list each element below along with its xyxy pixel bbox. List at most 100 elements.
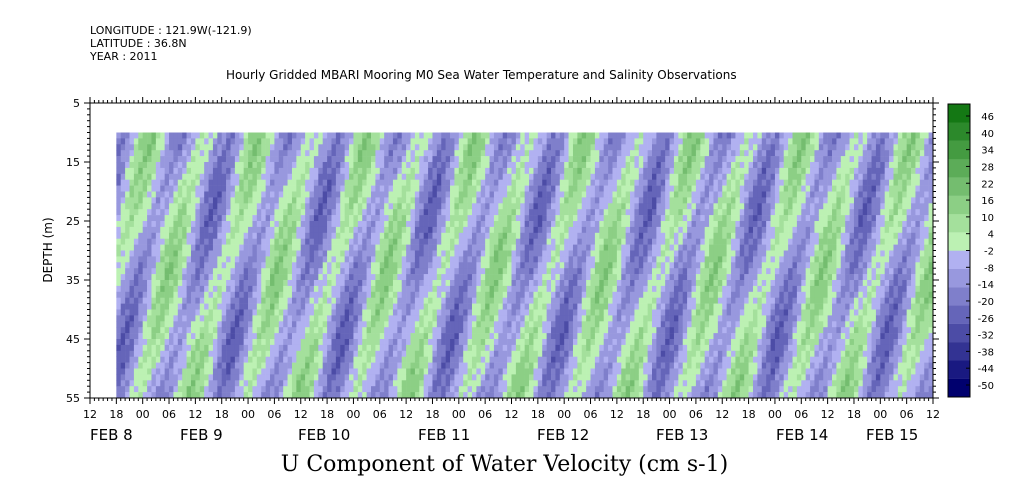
heatmap-cell [414,380,420,387]
heatmap-cell [133,144,139,151]
heatmap-cell [520,362,525,369]
heatmap-cell [362,262,367,269]
heatmap-cell [357,333,363,340]
heatmap-cell [520,392,525,399]
heatmap-cell [155,215,161,222]
heatmap-cell [511,250,517,257]
heatmap-cell [388,232,394,239]
heatmap-cell [458,244,464,251]
heatmap-cell [586,197,591,204]
heatmap-cell [476,191,482,198]
heatmap-cell [265,150,271,157]
heatmap-cell [230,179,236,186]
heatmap-cell [204,162,209,169]
latitude-label: LATITUDE : 36.8N [90,37,187,50]
heatmap-cell [208,339,214,346]
heatmap-cell [423,268,429,275]
heatmap-cell [226,215,231,222]
heatmap-cell [296,315,302,322]
heatmap-cell [599,167,604,175]
heatmap-cell [450,215,455,222]
heatmap-cell [467,179,473,186]
heatmap-cell [129,244,135,251]
heatmap-cell [270,285,275,293]
heatmap-cell [212,297,218,304]
heatmap-cell [291,244,297,251]
heatmap-cell [542,256,547,263]
heatmap-cell [274,321,280,328]
heatmap-cell [572,380,578,387]
heatmap-cell [243,132,249,139]
heatmap-cell [305,315,310,322]
heatmap-cell [278,162,284,169]
heatmap-cell [120,339,126,346]
heatmap-cell [436,150,442,157]
heatmap-cell [471,291,477,298]
heatmap-cell [287,221,293,228]
heatmap-cell [467,156,473,163]
heatmap-cell [291,309,297,316]
heatmap-cell [507,144,512,151]
heatmap-cell [511,232,517,239]
heatmap-cell [239,321,244,328]
heatmap-cell [133,303,139,310]
heatmap-cell [493,156,499,163]
heatmap-cell [414,191,420,198]
heatmap-cell [327,250,332,257]
heatmap-cell [375,297,381,304]
heatmap-cell [546,185,552,192]
heatmap-cell [485,185,490,192]
heatmap-cell [515,226,521,234]
heatmap-cell [256,321,262,328]
heatmap-cell [564,238,569,245]
heatmap-cell [428,173,433,180]
heatmap-cell [291,162,297,169]
heatmap-cell [327,150,332,157]
heatmap-cell [252,356,258,363]
heatmap-cell [436,197,442,204]
heatmap-cell [278,167,284,175]
heatmap-cell [476,280,482,287]
heatmap-cell [252,321,258,328]
heatmap-cell [599,191,604,198]
heatmap-cell [581,185,587,192]
heatmap-cell [300,291,306,298]
heatmap-cell [480,280,486,287]
heatmap-cell [252,327,258,334]
heatmap-cell [529,392,534,399]
heatmap-cell [529,280,534,287]
heatmap-cell [296,209,302,216]
heatmap-cell [507,138,512,145]
heatmap-cell [450,368,455,375]
heatmap-cell [239,274,244,281]
heatmap-cell [551,327,556,334]
heatmap-cell [445,156,451,163]
heatmap-cell [493,356,499,363]
heatmap-cell [546,132,552,139]
heatmap-cell [327,156,332,163]
heatmap-cell [305,221,310,228]
heatmap-cell [234,167,240,175]
heatmap-cell [568,368,574,375]
heatmap-cell [221,238,227,245]
heatmap-cell [248,362,253,369]
heatmap-cell [296,150,302,157]
heatmap-cell [384,167,389,175]
heatmap-cell [511,386,517,393]
heatmap-cell [489,215,495,222]
heatmap-cell [278,238,284,245]
heatmap-cell [335,268,341,275]
heatmap-cell [450,244,455,251]
heatmap-cell [542,262,547,269]
heatmap-cell [344,309,350,316]
heatmap-cell [270,173,275,180]
heatmap-cell [226,333,231,340]
heatmap-cell [572,238,578,245]
heatmap-cell [349,356,354,363]
heatmap-cell [155,144,161,151]
heatmap-cell [392,215,398,222]
heatmap-cell [564,197,569,204]
heatmap-cell [388,327,394,334]
heatmap-cell [353,386,359,393]
heatmap-cell [239,185,244,192]
